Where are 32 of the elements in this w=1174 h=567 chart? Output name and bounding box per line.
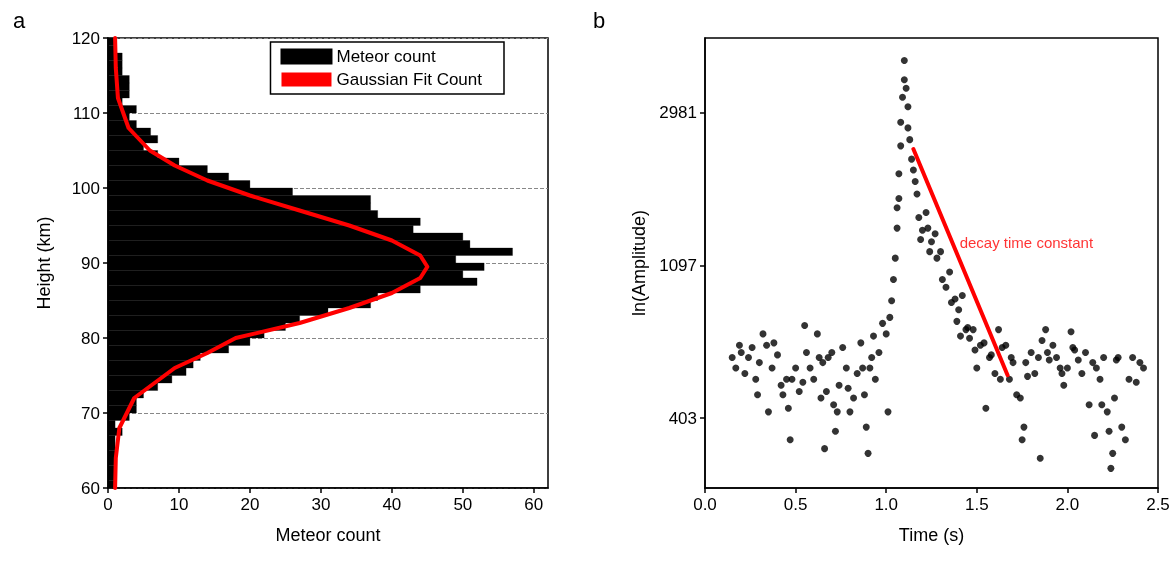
y-axis-title: ln(Amplitude) — [629, 209, 650, 317]
x-tick-label: 40 — [382, 495, 402, 514]
x-tick-label: 30 — [311, 495, 331, 514]
x-tick-label: 1.0 — [874, 495, 899, 514]
legend-label: Gaussian Fit Count — [336, 70, 483, 89]
x-axis-title: Meteor count — [275, 525, 381, 545]
x-tick-label: 10 — [169, 495, 189, 514]
y-tick-label: 403 — [668, 408, 697, 428]
x-tick-label: 60 — [524, 495, 544, 514]
x-tick-label: 0.0 — [693, 495, 717, 514]
x-axis-title: Time (s) — [898, 525, 965, 545]
annotation: decay time constant — [959, 233, 1094, 251]
x-tick-label: 0.5 — [783, 495, 808, 514]
y-tick-label: 80 — [81, 328, 100, 348]
y-tick-label: 70 — [81, 403, 100, 423]
y-tick-label: 90 — [81, 253, 100, 273]
x-tick-label: 50 — [453, 495, 473, 514]
legend-label: Meteor count — [336, 47, 436, 66]
x-tick-label: 2.0 — [1055, 495, 1080, 514]
x-tick-label: 1.5 — [964, 495, 989, 514]
x-tick-label: 20 — [240, 495, 260, 514]
y-tick-label: 1097 — [659, 255, 697, 275]
y-tick-label: 120 — [71, 28, 100, 48]
x-tick-label: 2.5 — [1146, 495, 1170, 514]
y-tick-label: 110 — [72, 103, 100, 123]
y-tick-label: 2981 — [659, 103, 697, 123]
y-tick-label: 60 — [81, 478, 100, 498]
y-axis-title: Height (km) — [34, 216, 54, 310]
chart-title: a — [13, 7, 26, 33]
chart-title: b — [593, 7, 606, 33]
y-tick-label: 100 — [71, 178, 100, 198]
x-tick-label: 0 — [103, 495, 113, 514]
